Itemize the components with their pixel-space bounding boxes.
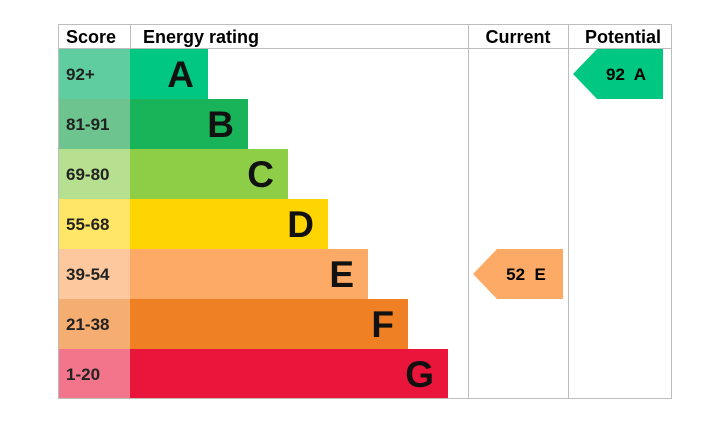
rating-letter-b: B bbox=[207, 104, 234, 145]
potential-rating-arrow bbox=[573, 49, 663, 99]
score-cell-a bbox=[58, 49, 130, 99]
rating-bar-f bbox=[130, 299, 408, 349]
score-label-f: 21-38 bbox=[66, 315, 109, 334]
current-rating-arrow bbox=[473, 249, 563, 299]
chart-grid bbox=[58, 24, 672, 399]
score-cell-g bbox=[58, 349, 130, 399]
score-cell-f bbox=[58, 299, 130, 349]
rating-letter-e: E bbox=[329, 254, 354, 295]
rating-letter-c: C bbox=[247, 154, 274, 195]
rating-bar-a bbox=[130, 49, 208, 99]
current-rating-arrow-label: 52 E bbox=[506, 265, 546, 284]
rating-bar-d bbox=[130, 199, 328, 249]
rating-letter-d: D bbox=[287, 204, 314, 245]
score-label-c: 69-80 bbox=[66, 165, 109, 184]
potential-rating-arrow-label: 92 A bbox=[606, 65, 646, 84]
score-cell-b bbox=[58, 99, 130, 149]
score-cell-d bbox=[58, 199, 130, 249]
score-label-g: 1-20 bbox=[66, 365, 100, 384]
header-current: Current bbox=[485, 27, 550, 47]
rating-letter-a: A bbox=[167, 54, 194, 95]
rating-letter-f: F bbox=[371, 304, 394, 345]
score-cell-c bbox=[58, 149, 130, 199]
score-cell-e bbox=[58, 249, 130, 299]
rating-letter-g: G bbox=[405, 354, 434, 395]
score-label-e: 39-54 bbox=[66, 265, 110, 284]
rating-bar-g bbox=[130, 349, 448, 399]
rating-bar-e bbox=[130, 249, 368, 299]
score-label-a: 92+ bbox=[66, 65, 95, 84]
score-label-d: 55-68 bbox=[66, 215, 109, 234]
header-potential: Potential bbox=[585, 27, 661, 47]
header-energy-rating: Energy rating bbox=[143, 27, 259, 47]
rating-bar-b bbox=[130, 99, 248, 149]
header-score: Score bbox=[66, 27, 116, 47]
rating-bar-c bbox=[130, 149, 288, 199]
score-label-b: 81-91 bbox=[66, 115, 109, 134]
